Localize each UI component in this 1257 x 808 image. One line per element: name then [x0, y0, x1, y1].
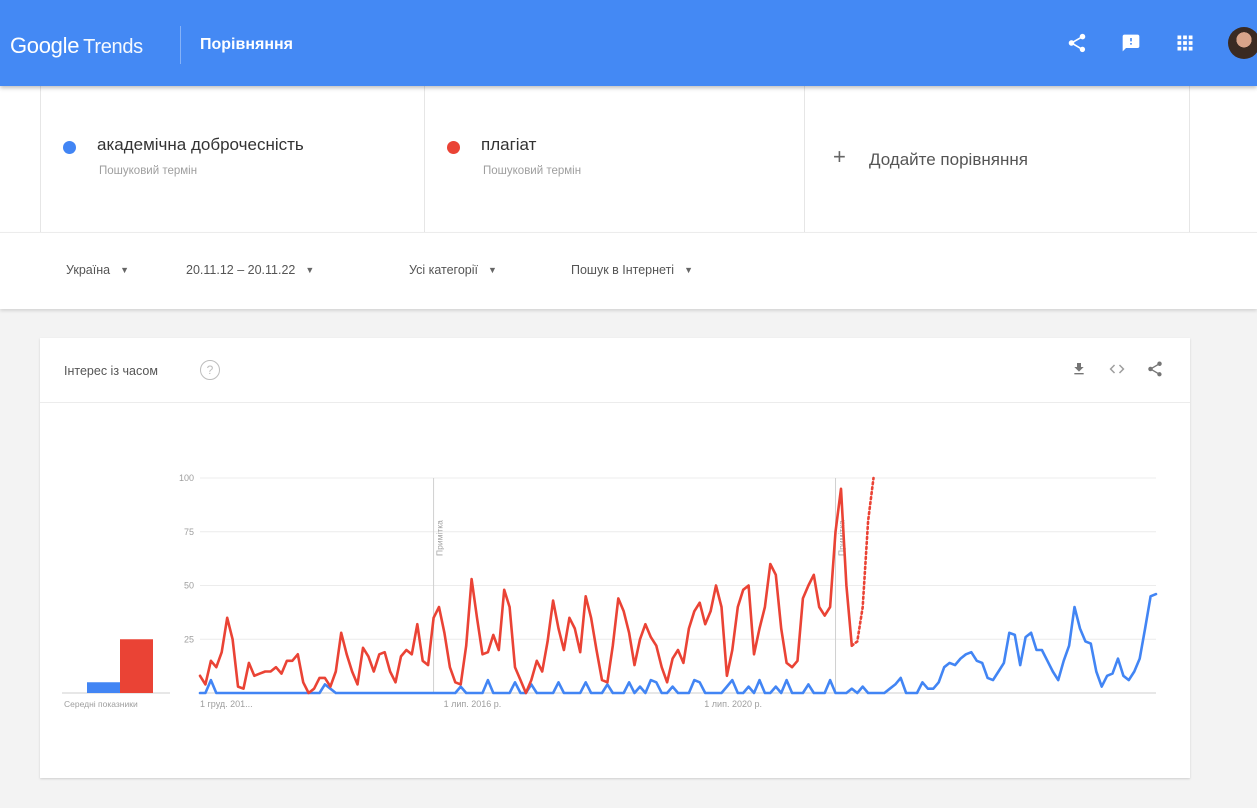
averages-label: Середні показники: [64, 699, 138, 709]
average-bar: [120, 639, 153, 693]
card-header-divider: [40, 402, 1190, 403]
term-color-dot: [63, 141, 76, 154]
x-tick-label: 1 груд. 201...: [200, 699, 253, 709]
y-tick-label: 50: [184, 581, 194, 591]
series-line: [198, 487, 854, 695]
term-name: академічна доброчесність: [97, 135, 304, 154]
chart-grid: 100 75 50 25 Примітка Примітка: [179, 473, 1156, 694]
interest-over-time-chart[interactable]: Середні показники 100 75 50 25 Примітка Примі…: [40, 408, 1190, 808]
embed-code-icon[interactable]: [1106, 358, 1128, 380]
feedback-icon[interactable]: [1118, 30, 1144, 56]
avatar[interactable]: [1228, 27, 1257, 59]
apps-grid-icon[interactable]: [1172, 30, 1198, 56]
share-icon[interactable]: [1144, 358, 1166, 380]
header-divider: [180, 26, 181, 64]
term-color-dot: [447, 141, 460, 154]
annotation-label: Примітка: [837, 520, 847, 556]
series-line: [198, 592, 1158, 695]
category-filter[interactable]: Усі категорії ▼: [409, 263, 497, 277]
averages-chart: Середні показники: [62, 639, 170, 709]
google-trends-logo[interactable]: Google Trends: [10, 33, 143, 59]
filter-bar: Україна ▼ 20.11.12 – 20.11.22 ▼ Усі катего…: [0, 232, 1257, 309]
term-type: Пошуковий термін: [99, 165, 198, 177]
add-comparison-label: Додайте порівняння: [869, 150, 1028, 169]
average-bar: [87, 682, 120, 693]
plus-icon: +: [833, 144, 846, 169]
y-tick-label: 100: [179, 473, 194, 483]
dropdown-caret-icon: ▼: [305, 265, 315, 275]
add-comparison-button[interactable]: + Додайте порівняння: [804, 86, 1190, 232]
x-tick-label: 1 лип. 2016 р.: [444, 699, 502, 709]
card-title: Інтерес із часом: [64, 364, 158, 378]
y-tick-label: 25: [184, 634, 194, 644]
chart-lines: [198, 476, 1158, 695]
share-icon[interactable]: [1064, 30, 1090, 56]
term-type: Пошуковий термін: [483, 165, 582, 177]
search-type-value: Пошук в Інтернеті: [571, 263, 675, 277]
comparison-terms-bar: академічна доброчесність Пошуковий термі…: [0, 86, 1257, 232]
app-header: Google Trends Порівняння: [0, 0, 1257, 86]
category-value: Усі категорії: [409, 263, 479, 277]
term-card-2[interactable]: плагіат Пошуковий термін: [424, 86, 805, 232]
search-type-filter[interactable]: Пошук в Інтернеті ▼: [571, 263, 693, 277]
dropdown-caret-icon: ▼: [684, 265, 693, 275]
date-range-filter[interactable]: 20.11.12 – 20.11.22 ▼: [186, 263, 314, 277]
download-icon[interactable]: [1068, 358, 1090, 380]
y-tick-label: 75: [184, 527, 194, 537]
term-name: плагіат: [481, 135, 537, 154]
series-line-partial: [850, 476, 875, 647]
annotation-label: Примітка: [435, 520, 445, 556]
interest-over-time-card: Інтерес із часом ? Середні показники 100…: [40, 338, 1190, 778]
help-icon[interactable]: ?: [200, 360, 220, 380]
region-filter[interactable]: Україна ▼: [66, 263, 129, 277]
date-range-value: 20.11.12 – 20.11.22: [186, 263, 296, 277]
logo-brand: Google: [10, 33, 80, 58]
logo-product: Trends: [83, 36, 143, 58]
x-axis-labels: 1 груд. 201... 1 лип. 2016 р. 1 лип. 2020 …: [200, 699, 762, 709]
dropdown-caret-icon: ▼: [120, 265, 130, 275]
x-tick-label: 1 лип. 2020 р.: [704, 699, 762, 709]
term-card-1[interactable]: академічна доброчесність Пошуковий термі…: [40, 86, 425, 232]
page-title: Порівняння: [200, 36, 293, 53]
region-value: Україна: [66, 263, 111, 277]
dropdown-caret-icon: ▼: [488, 265, 497, 275]
